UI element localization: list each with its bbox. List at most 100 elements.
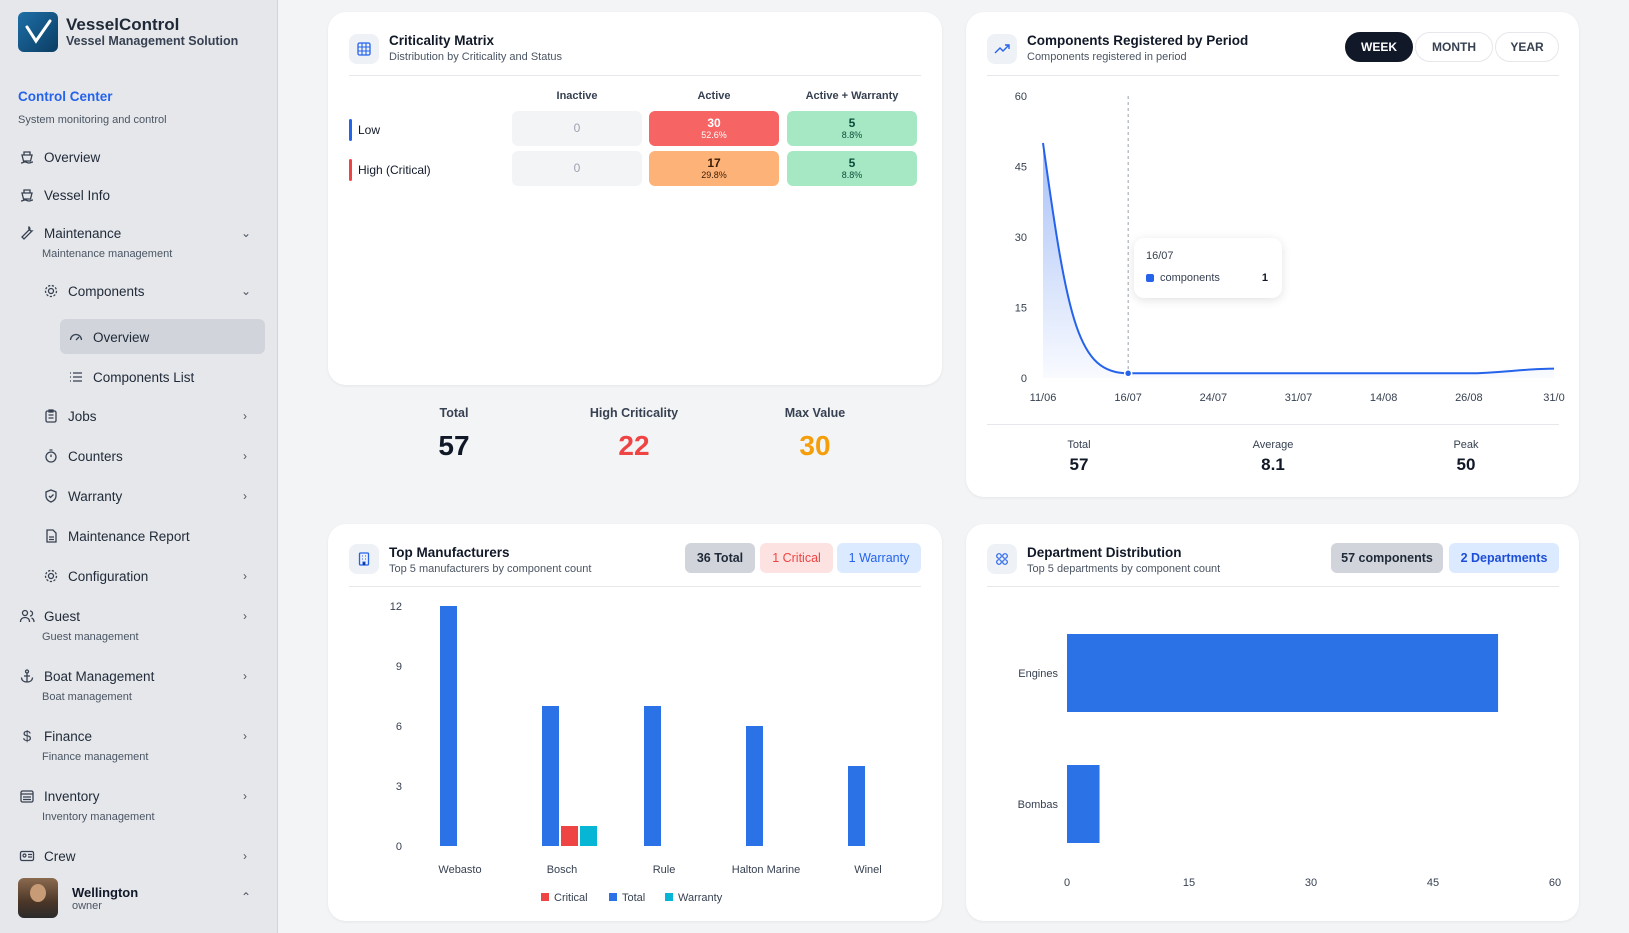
divider: [987, 424, 1559, 425]
sidebar-item-inventory[interactable]: Inventory: [18, 787, 100, 805]
sidebar-item-label: Guest: [44, 608, 81, 624]
user-profile[interactable]: Wellington owner: [18, 878, 138, 918]
id-card-icon: [18, 847, 36, 865]
divider: [987, 75, 1559, 76]
sidebar-item-sublabel: Boat management: [42, 691, 132, 703]
stat-value: 8.1: [1261, 455, 1285, 474]
sidebar-item-components-overview[interactable]: Overview: [67, 328, 149, 346]
sidebar-item-components[interactable]: Components: [42, 282, 145, 300]
chevron-right-icon[interactable]: ›: [243, 409, 247, 423]
chevron-right-icon[interactable]: ›: [243, 449, 247, 463]
card-subtitle: Top 5 manufacturers by component count: [389, 563, 592, 575]
sidebar-item-label: Components: [68, 283, 145, 299]
trending-up-icon: [987, 34, 1017, 64]
chevron-right-icon[interactable]: ›: [243, 669, 247, 683]
chevron-right-icon[interactable]: ›: [243, 789, 247, 803]
stat-label: High Criticality: [589, 406, 679, 420]
chevron-down-icon[interactable]: ⌄: [241, 226, 252, 240]
sidebar-item-label: Overview: [93, 329, 150, 345]
chevron-right-icon[interactable]: ›: [243, 609, 247, 623]
section-title[interactable]: Control Center: [18, 89, 113, 104]
sidebar-item-boat-management[interactable]: Boat Management: [18, 667, 154, 685]
avatar: [18, 878, 58, 918]
sidebar-item-vessel-info[interactable]: Vessel Info: [18, 186, 110, 204]
card-title: Top Manufacturers: [389, 545, 510, 560]
brand[interactable]: VesselControl Vessel Management Solution: [18, 12, 238, 52]
user-role: owner: [72, 899, 102, 912]
sidebar-item-warranty[interactable]: Warranty: [42, 487, 122, 505]
tab-week[interactable]: WEEK: [1345, 32, 1413, 62]
matrix-cell[interactable]: 0: [512, 111, 642, 146]
building-icon: [349, 544, 379, 574]
chart-tooltip: 16/07 components 1: [1134, 238, 1282, 298]
clipboard-icon: [42, 407, 60, 425]
matrix-cell[interactable]: 30 52.6%: [649, 111, 779, 146]
critical-badge: 1 Critical: [760, 543, 833, 573]
sidebar-item-label: Configuration: [68, 568, 149, 584]
ship-icon: [18, 148, 36, 166]
sidebar-item-maintenance[interactable]: Maintenance: [18, 224, 121, 242]
departments-badge: 2 Departments: [1449, 543, 1559, 573]
chevron-right-icon[interactable]: ›: [243, 849, 247, 863]
stat-label: Max Value: [784, 406, 846, 420]
dollar-icon: $: [22, 727, 32, 745]
gear-icon: [42, 567, 60, 585]
stat-label: Peak: [1453, 439, 1479, 451]
sidebar-item-label: Overview: [44, 149, 101, 165]
card-subtitle: Components registered in period: [1027, 51, 1187, 63]
sidebar-item-label: Components List: [93, 369, 195, 385]
stat-value: 22: [618, 430, 650, 461]
sidebar-item-label: Crew: [44, 848, 76, 864]
sidebar-item-configuration[interactable]: Configuration: [42, 567, 148, 585]
sidebar-item-guest[interactable]: Guest: [18, 607, 80, 625]
report-icon: [42, 527, 60, 545]
matrix-cell[interactable]: 5 8.8%: [787, 111, 917, 146]
ship-icon: [18, 186, 36, 204]
sidebar-item-jobs[interactable]: Jobs: [42, 407, 97, 425]
card-title: Components Registered by Period: [1027, 33, 1249, 48]
department-distribution-card: Department Distribution Top 5 department…: [966, 524, 1579, 921]
sidebar-item-label: Counters: [68, 448, 123, 464]
components-badge: 57 components: [1331, 543, 1443, 573]
sidebar-item-overview[interactable]: Overview: [18, 148, 100, 166]
sidebar-item-crew[interactable]: Crew: [18, 847, 76, 865]
chevron-right-icon[interactable]: ›: [243, 489, 247, 503]
section-subtitle: System monitoring and control: [18, 114, 167, 126]
tooltip-date: 16/07: [1146, 250, 1174, 262]
stat-label: Total: [439, 406, 469, 420]
tab-month[interactable]: MONTH: [1415, 32, 1493, 62]
stat-label: Average: [1252, 439, 1294, 451]
sidebar-item-sublabel: Maintenance management: [42, 248, 173, 260]
sidebar-item-maintenance-report[interactable]: Maintenance Report: [42, 527, 190, 545]
users-icon: [18, 607, 36, 625]
stat-label: Total: [1067, 439, 1091, 451]
tooltip-series: components: [1146, 272, 1220, 284]
matrix-row-label: Low: [349, 119, 380, 141]
chevron-down-icon[interactable]: ⌄: [241, 284, 252, 298]
sidebar-item-label: Warranty: [68, 488, 123, 504]
chevron-up-icon[interactable]: ⌃: [241, 890, 252, 904]
card-subtitle: Distribution by Criticality and Status: [389, 51, 563, 63]
wrench-icon: [18, 224, 36, 242]
sidebar-item-finance[interactable]: $ Finance: [18, 727, 92, 745]
sidebar-item-label: Finance: [44, 728, 93, 744]
tab-year[interactable]: YEAR: [1495, 32, 1559, 62]
stat-value: 57: [438, 430, 470, 461]
sidebar-item-label: Boat Management: [44, 668, 155, 684]
anchor-icon: [18, 667, 36, 685]
chevron-right-icon[interactable]: ›: [243, 569, 247, 583]
stat-value: 57: [1069, 455, 1089, 474]
divider: [987, 586, 1559, 587]
inventory-icon: [18, 787, 36, 805]
matrix-cell[interactable]: 0: [512, 151, 642, 186]
chevron-right-icon[interactable]: ›: [243, 729, 247, 743]
sidebar-item-counters[interactable]: Counters: [42, 447, 123, 465]
sidebar: VesselControl Vessel Management Solution…: [0, 0, 278, 933]
stat-value: 30: [799, 430, 831, 461]
matrix-cell[interactable]: 5 8.8%: [787, 151, 917, 186]
matrix-cell[interactable]: 17 29.8%: [649, 151, 779, 186]
sidebar-item-label: Maintenance: [44, 225, 122, 241]
sidebar-item-components-list[interactable]: Components List: [67, 368, 194, 386]
apps-icon: [987, 544, 1017, 574]
sidebar-item-label: Maintenance Report: [68, 528, 190, 544]
